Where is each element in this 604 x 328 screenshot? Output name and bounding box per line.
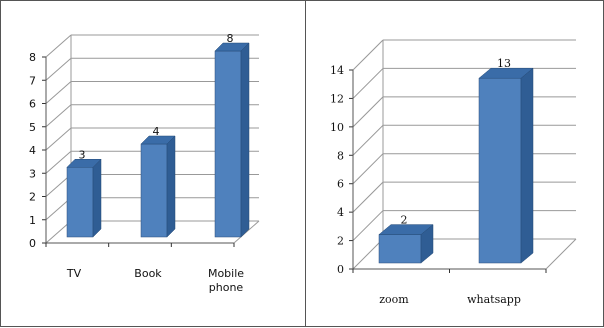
bar-top [478,67,534,79]
bar-top [140,135,176,145]
x-tick-label: zoom [379,293,409,306]
gridline-side [45,127,72,151]
y-tick-label: 5 [29,121,36,134]
x-tick-label-line: zoom [379,293,409,306]
gridline-side [45,150,72,174]
y-tick-label: 2 [337,235,344,248]
gridline-side [45,34,72,58]
x-tick-label-line: phone [209,281,244,294]
y-tick-label: 8 [337,149,344,162]
gridline-side [352,153,384,185]
gridline-side [352,181,384,213]
x-tick-label-line: TV [66,267,82,280]
chart-devices: 0 1 2 3 4 5 6 7 8 3 TV 4 Book 8 Mobile phone [29,32,260,294]
x-tick-label-line: Book [134,267,162,280]
bar [66,167,94,238]
y-tick-label: 4 [29,144,36,157]
floor-edge [545,238,577,270]
data-label: 4 [153,125,160,138]
gridline-side [352,39,384,71]
y-tick-label: 4 [337,206,344,219]
y-tick-label: 10 [330,121,344,134]
bar-top [214,42,250,52]
bar [478,77,522,264]
gridline-side [352,124,384,156]
bar-side [92,158,102,238]
data-label: 3 [79,148,86,161]
x-tick-label: whatsapp [467,293,521,306]
bar-top [378,224,434,235]
chart-panel-apps: 0 2 4 6 8 10 12 14 2 zoom 13 whatsapp [305,0,604,327]
gridline-side [352,238,384,270]
y-tick-label: 6 [337,178,344,191]
chart-apps: 0 2 4 6 8 10 12 14 2 zoom 13 whatsapp [330,39,577,306]
x-tick-label-line: Mobile [208,267,244,280]
bar-side [166,135,176,238]
chart-panel-devices: 0 1 2 3 4 5 6 7 8 3 TV 4 Book 8 Mobile phone [0,0,306,327]
data-label: 13 [497,57,511,70]
y-tick-label: 8 [29,51,36,64]
x-tick-label: Book [134,267,162,280]
x-tick-label: Mobile phone [208,267,244,294]
gridline-side [352,210,384,241]
bar-side [240,42,250,238]
data-label: 8 [227,32,234,45]
floor-edge [233,220,260,244]
gridline-side [352,68,384,99]
gridline-side [352,96,384,128]
data-label: 2 [401,214,408,227]
x-tick-label-line: whatsapp [467,293,521,306]
y-tick-label: 0 [337,263,344,276]
bar-side [520,67,534,264]
y-tick-label: 7 [29,74,36,87]
gridline-side [45,81,72,104]
x-tick-label: TV [66,267,82,280]
bar-top [66,159,102,168]
bar [378,234,422,264]
gridline-side [45,57,72,81]
y-tick-label: 3 [29,167,36,180]
y-tick-label: 6 [29,98,36,111]
y-tick-label: 2 [29,191,36,204]
bar [140,143,168,238]
y-tick-label: 14 [330,64,344,77]
y-tick-label: 12 [330,92,344,105]
y-tick-label: 0 [29,237,36,250]
gridline-side [45,104,72,128]
bar [214,50,242,238]
y-tick-label: 1 [29,214,36,227]
